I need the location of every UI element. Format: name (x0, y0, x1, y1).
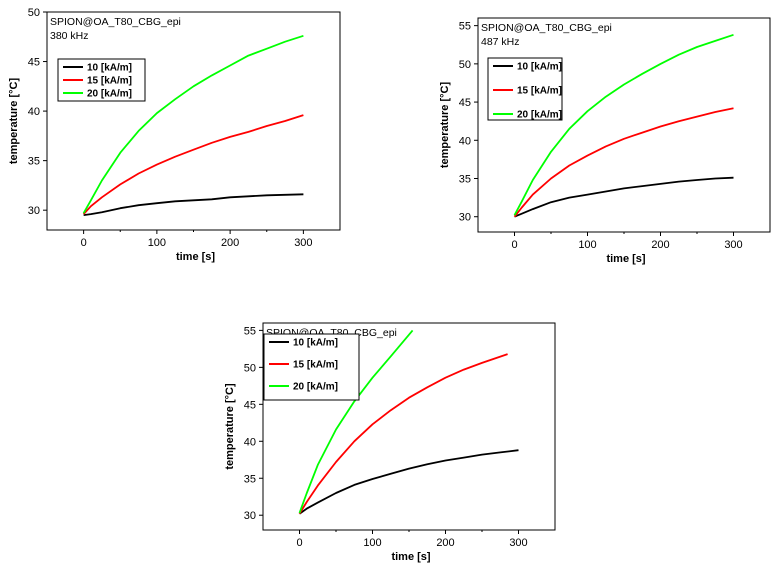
frequency-label: 487 kHz (481, 36, 520, 48)
series-line-3 (82, 34, 304, 214)
legend-entry: 10 [kA/m] (517, 62, 562, 73)
y-tick-label: 40 (244, 436, 256, 448)
legend-entry: 20 [kA/m] (293, 382, 338, 393)
y-tick-label: 50 (28, 7, 40, 19)
y-tick-label: 35 (459, 174, 471, 186)
y-tick-label: 45 (244, 399, 256, 411)
x-tick-label: 200 (221, 237, 239, 249)
chart-1: 0 100 200 300 30 35 40 45 50 time [s] temperature … (8, 7, 341, 263)
y-tick-label: 45 (459, 97, 471, 109)
y-tick-label: 55 (244, 325, 256, 337)
series-line-2 (513, 107, 734, 218)
y-tick-label: 50 (244, 362, 256, 374)
legend: 10 [kA/m] 15 [kA/m] 20 [kA/m] (263, 333, 360, 401)
y-tick-label: 35 (28, 156, 40, 168)
legend-entry: 15 [kA/m] (517, 86, 562, 97)
y-axis-title: temperature [°C] (8, 78, 20, 165)
x-tick-label: 100 (578, 239, 596, 251)
legend-entry: 15 [kA/m] (87, 76, 132, 87)
series-line-1 (514, 176, 734, 218)
frequency-label: 380 kHz (50, 30, 89, 42)
legend: 10 [kA/m] 15 [kA/m] 20 [kA/m] (57, 58, 146, 102)
x-axis-title: time [s] (606, 253, 645, 265)
y-tick-label: 40 (28, 106, 40, 118)
x-tick-label: 200 (651, 239, 669, 251)
legend-box (263, 333, 360, 401)
series-line-1 (83, 193, 304, 216)
x-tick-label: 100 (363, 537, 381, 549)
y-axis-title: temperature [°C] (224, 383, 236, 470)
chart-2: 0 100 200 300 30 35 40 45 50 55 time [s] temperatur… (439, 17, 771, 265)
legend-entry: 20 [kA/m] (87, 89, 132, 100)
x-tick-label: 100 (148, 237, 166, 249)
series-line-3 (298, 329, 414, 514)
x-tick-label: 300 (724, 239, 742, 251)
x-axis-title: time [s] (176, 251, 215, 263)
x-tick-label: 0 (511, 239, 517, 251)
sample-name: SPION@OA_T80_CBG_epi (50, 16, 181, 28)
x-tick-label: 0 (296, 537, 302, 549)
sample-name: SPION@OA_T80_CBG_epi (481, 22, 612, 34)
series-line-2 (298, 353, 508, 515)
series-line-2 (82, 114, 304, 215)
chart-3: 0 100 200 300 30 35 40 45 50 55 time [s] temperatur… (224, 322, 556, 563)
y-tick-label: 35 (244, 473, 256, 485)
x-tick-label: 300 (509, 537, 527, 549)
x-tick-label: 300 (294, 237, 312, 249)
legend-entry: 10 [kA/m] (87, 63, 132, 74)
y-tick-label: 30 (28, 205, 40, 217)
series-line-3 (513, 33, 734, 216)
legend: 10 [kA/m] 15 [kA/m] 20 [kA/m] (487, 57, 563, 121)
y-axis-title: temperature [°C] (439, 82, 451, 169)
plot-frame (46, 11, 341, 231)
x-tick-label: 200 (436, 537, 454, 549)
x-tick-label: 0 (81, 237, 87, 249)
y-tick-label: 55 (459, 21, 471, 33)
legend-entry: 10 [kA/m] (293, 338, 338, 349)
legend-entry: 15 [kA/m] (293, 360, 338, 371)
y-tick-label: 40 (459, 135, 471, 147)
y-tick-label: 45 (28, 57, 40, 69)
series-line-1 (298, 449, 519, 515)
y-tick-label: 30 (459, 212, 471, 224)
y-tick-label: 30 (244, 510, 256, 522)
y-tick-label: 50 (459, 59, 471, 71)
x-axis-title: time [s] (391, 551, 430, 563)
legend-entry: 20 [kA/m] (517, 110, 562, 121)
